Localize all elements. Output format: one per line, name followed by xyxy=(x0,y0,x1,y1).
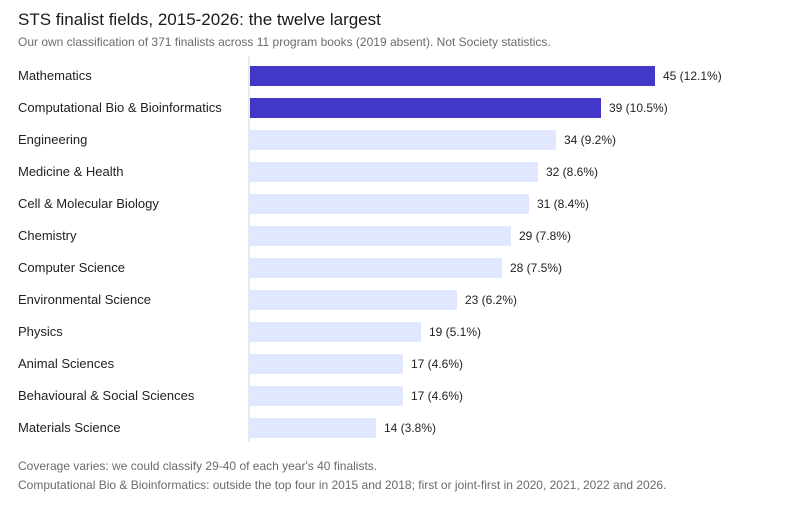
value-label: 23 (6.2%) xyxy=(465,293,517,307)
value-label: 31 (8.4%) xyxy=(537,197,589,211)
bar xyxy=(250,290,457,310)
bar xyxy=(250,386,403,406)
category-label: Computer Science xyxy=(18,260,125,275)
bar-chart: Mathematics 45 (12.1%) Computational Bio &… xyxy=(18,56,722,442)
category-label: Medicine & Health xyxy=(18,164,124,179)
footnote-compbio: Computational Bio & Bioinformatics: outs… xyxy=(18,478,667,492)
value-label: 28 (7.5%) xyxy=(510,261,562,275)
chart-title: STS finalist fields, 2015-2026: the twel… xyxy=(18,10,381,29)
bar xyxy=(250,226,511,246)
value-label: 17 (4.6%) xyxy=(411,389,463,403)
bar xyxy=(250,66,655,86)
category-label: Environmental Science xyxy=(18,292,151,307)
value-label: 19 (5.1%) xyxy=(429,325,481,339)
bar xyxy=(250,130,556,150)
bar xyxy=(250,322,421,342)
category-label: Engineering xyxy=(18,132,87,147)
category-label: Animal Sciences xyxy=(18,356,115,371)
bar xyxy=(250,258,502,278)
footnote-coverage: Coverage varies: we could classify 29-40… xyxy=(18,459,378,473)
category-label: Materials Science xyxy=(18,420,121,435)
category-label: Physics xyxy=(18,324,63,339)
chart-subtitle: Our own classification of 371 finalists … xyxy=(18,35,551,49)
category-label: Computational Bio & Bioinformatics xyxy=(18,100,222,115)
category-label: Chemistry xyxy=(18,228,77,243)
bar xyxy=(250,418,376,438)
bar xyxy=(250,354,403,374)
category-label: Mathematics xyxy=(18,68,92,83)
value-label: 14 (3.8%) xyxy=(384,421,436,435)
bar xyxy=(250,98,601,118)
bar xyxy=(250,194,529,214)
value-label: 34 (9.2%) xyxy=(564,133,616,147)
footnotes: Coverage varies: we could classify 29-40… xyxy=(18,457,666,495)
value-label: 17 (4.6%) xyxy=(411,357,463,371)
value-label: 32 (8.6%) xyxy=(546,165,598,179)
value-label: 39 (10.5%) xyxy=(609,101,668,115)
bar xyxy=(250,162,538,182)
value-label: 45 (12.1%) xyxy=(663,69,722,83)
value-label: 29 (7.8%) xyxy=(519,229,571,243)
category-label: Behavioural & Social Sciences xyxy=(18,388,195,403)
category-label: Cell & Molecular Biology xyxy=(18,196,159,211)
